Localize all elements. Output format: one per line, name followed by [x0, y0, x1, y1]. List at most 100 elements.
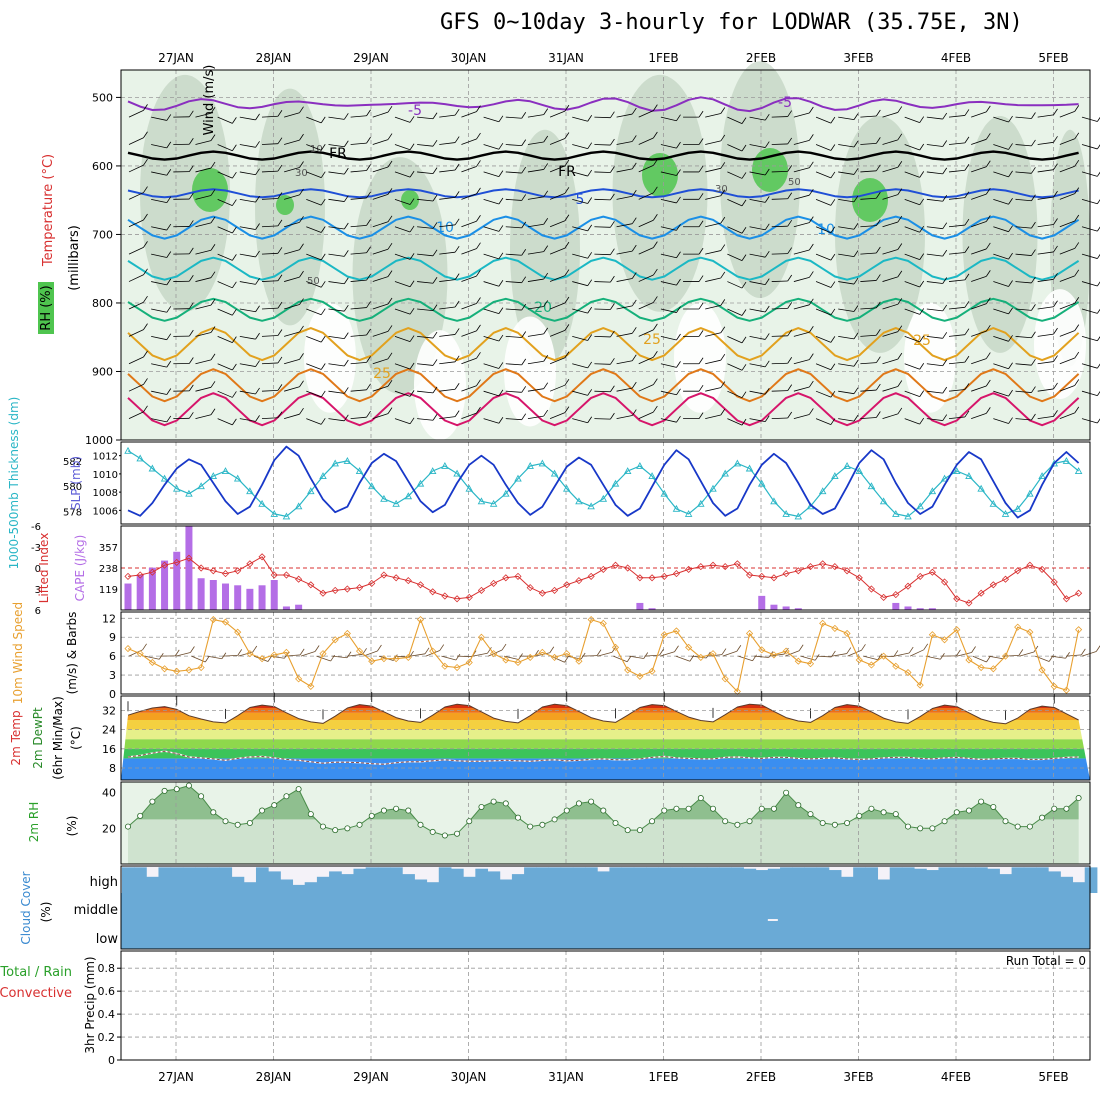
thickness-marker	[1038, 472, 1046, 480]
wind-barb	[210, 134, 216, 141]
lifted-index-marker	[940, 578, 949, 586]
wind10-marker	[246, 650, 254, 658]
wind-barb	[366, 136, 371, 144]
wind10-barb	[439, 644, 445, 651]
wind-barb	[328, 335, 345, 339]
wind-barb	[1008, 362, 1013, 369]
wind-barb	[1074, 269, 1080, 277]
cloud-high-bar	[914, 868, 927, 893]
wind-barb	[1008, 307, 1013, 315]
wind-barb	[771, 390, 788, 392]
wind10-barb	[597, 651, 613, 657]
wind10-marker	[502, 656, 510, 664]
wind-barb	[882, 303, 898, 310]
wind-barb	[698, 302, 704, 310]
wind-barb	[610, 330, 615, 338]
rh2m-axis-label: 2m RH	[27, 802, 41, 843]
cloud-high-bar	[231, 876, 245, 893]
date-label-top: 31JAN	[548, 51, 584, 65]
wind-barb	[787, 192, 793, 199]
thickness-marker	[307, 487, 315, 495]
wind-barb	[306, 116, 322, 124]
wind-barb	[926, 418, 943, 421]
wind-barb	[521, 194, 527, 201]
wind-barb	[948, 115, 965, 118]
wind-barb	[993, 116, 1009, 123]
wind-barb	[705, 277, 721, 282]
wind10-barb	[300, 651, 316, 657]
wind10-marker	[282, 648, 291, 656]
lifted-index-marker	[904, 582, 912, 590]
thickness-marker	[831, 472, 839, 480]
lifted-index-marker	[465, 593, 473, 601]
wind-barb	[255, 360, 260, 367]
wind-barb	[764, 360, 770, 368]
wind10-marker	[209, 616, 217, 624]
wind-barb	[660, 390, 677, 396]
cloud-high-bar	[694, 867, 708, 893]
cape-bar	[892, 602, 900, 610]
wind-barb	[328, 171, 345, 175]
cape-bar	[916, 608, 924, 610]
wind-barb	[1059, 275, 1075, 282]
wind-barb	[653, 186, 658, 194]
wind10-marker	[526, 653, 534, 661]
wind-barb	[439, 251, 456, 255]
wind-barb	[217, 144, 233, 152]
wind-barb	[454, 163, 460, 171]
wind-barb	[299, 188, 304, 196]
cape-axis-label: CAPE (J/kg)	[73, 535, 87, 602]
wind-barb	[217, 116, 233, 124]
wind-barb	[284, 276, 300, 282]
wind-barb	[306, 226, 322, 233]
wind10-barb	[332, 655, 348, 659]
wind-barb	[439, 224, 456, 228]
wind-barb	[394, 390, 411, 397]
wind-barb	[255, 195, 260, 203]
wind-barb	[239, 418, 256, 422]
wind-barb	[749, 171, 766, 176]
wind-barb	[232, 336, 237, 343]
wind-barb	[483, 335, 500, 342]
thickness-marker	[623, 467, 632, 474]
wind-barb	[394, 116, 411, 123]
wind-barb	[387, 242, 393, 250]
thickness-marker	[587, 502, 595, 510]
wind-barb	[572, 335, 588, 341]
wind-barb	[809, 134, 814, 141]
wind-barb	[616, 250, 633, 255]
cape-bar	[282, 606, 290, 610]
wind10-barb	[675, 655, 691, 662]
wind10-line	[127, 619, 1080, 693]
cloud-middle-low-fill	[121, 893, 1090, 949]
isotherm-label: FR	[558, 164, 576, 180]
isotherm-label: 10	[436, 220, 454, 236]
cloud-high-bar	[1060, 876, 1074, 893]
wind-barb	[239, 116, 256, 121]
lifted-index-marker	[404, 577, 412, 585]
wind-barb	[409, 417, 415, 425]
wind-barb	[564, 406, 570, 413]
wind-barb	[498, 417, 504, 424]
wind-barb	[320, 226, 326, 233]
wind-barb	[853, 223, 859, 230]
wind-barb	[698, 275, 704, 282]
wind10-marker	[880, 652, 888, 660]
wind-barb	[587, 142, 593, 149]
wind-barb	[284, 221, 300, 228]
wind-barb	[505, 116, 522, 119]
wind-barb	[306, 390, 322, 398]
wind-barb	[771, 280, 788, 282]
wind-barb	[698, 193, 704, 200]
wind10-marker	[1026, 628, 1034, 636]
lifted-index-marker	[855, 574, 863, 582]
wind10-barb	[736, 645, 742, 652]
wind-barb	[787, 329, 793, 337]
wind-barb	[483, 308, 500, 315]
wind-barb	[527, 141, 544, 145]
li-tick-label: 3	[35, 585, 41, 596]
wind10-panel	[120, 611, 1091, 695]
rh2m-area-high	[136, 785, 1079, 820]
cape-bar	[222, 583, 229, 610]
wind-barb	[676, 361, 681, 368]
